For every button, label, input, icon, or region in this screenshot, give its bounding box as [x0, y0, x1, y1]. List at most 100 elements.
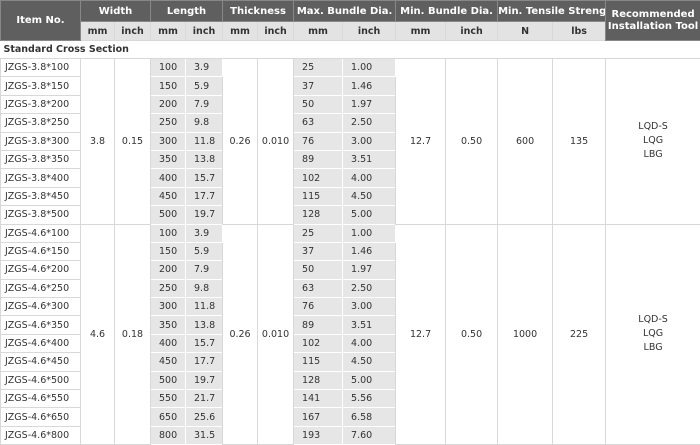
cell: 102 — [294, 334, 343, 352]
cell: 17.7 — [186, 187, 223, 205]
cell: 0.010 — [258, 224, 294, 445]
cell: 1.46 — [343, 77, 396, 95]
cell: 7.9 — [186, 261, 223, 279]
cell: 37 — [294, 242, 343, 260]
cell: 5.00 — [343, 371, 396, 389]
cell: 3.9 — [186, 59, 223, 77]
cell: 3.8 — [81, 59, 115, 225]
unit-cell: mm — [223, 22, 258, 41]
cell: 3.00 — [343, 298, 396, 316]
cell: 63 — [294, 114, 343, 132]
cell: 115 — [294, 353, 343, 371]
cell: 63 — [294, 279, 343, 297]
cell: 450 — [151, 353, 186, 371]
cell: 9.8 — [186, 114, 223, 132]
cell: 7.9 — [186, 95, 223, 113]
cell: 2.50 — [343, 114, 396, 132]
item-no: JZGS-4.6*250 — [1, 279, 81, 297]
cell: 4.50 — [343, 187, 396, 205]
cell: 500 — [151, 371, 186, 389]
cell: 200 — [151, 95, 186, 113]
cell: 128 — [294, 206, 343, 224]
cell: 300 — [151, 298, 186, 316]
item-no: JZGS-3.8*200 — [1, 95, 81, 113]
unit-cell: N — [498, 22, 553, 41]
cell: 4.6 — [81, 224, 115, 445]
section-title: Standard Cross Section — [1, 41, 700, 59]
cell: 76 — [294, 132, 343, 150]
item-no: JZGS-4.6*350 — [1, 316, 81, 334]
item-no: JZGS-3.8*250 — [1, 114, 81, 132]
cell: 0.15 — [115, 59, 151, 225]
cell: 5.00 — [343, 206, 396, 224]
item-no: JZGS-4.6*300 — [1, 298, 81, 316]
cell: 3.9 — [186, 224, 223, 242]
item-no: JZGS-4.6*450 — [1, 353, 81, 371]
cell: 400 — [151, 334, 186, 352]
tool: LBG — [606, 341, 700, 355]
cell: 650 — [151, 408, 186, 426]
cell: 167 — [294, 408, 343, 426]
cell: 7.60 — [343, 426, 396, 444]
cell: 150 — [151, 242, 186, 260]
header-cell: Length — [151, 1, 223, 22]
cell: 3.51 — [343, 316, 396, 334]
item-no: JZGS-4.6*800 — [1, 426, 81, 444]
header-cell: Recommended Installation Tool — [606, 1, 700, 41]
unit-cell: inch — [258, 22, 294, 41]
item-no: JZGS-4.6*400 — [1, 334, 81, 352]
cell: 550 — [151, 390, 186, 408]
cell: 500 — [151, 206, 186, 224]
tool: LQG — [606, 134, 700, 148]
cell: 12.7 — [396, 224, 446, 445]
cell: 5.56 — [343, 390, 396, 408]
unit-cell: mm — [151, 22, 186, 41]
cell: 1.00 — [343, 59, 396, 77]
item-no: JZGS-3.8*500 — [1, 206, 81, 224]
item-no: JZGS-4.6*500 — [1, 371, 81, 389]
cell: 11.8 — [186, 132, 223, 150]
unit-cell: inch — [446, 22, 498, 41]
cell: 0.26 — [223, 59, 258, 225]
cell: 31.5 — [186, 426, 223, 444]
header-cell: Max. Bundle Dia. — [294, 1, 396, 22]
cell: 25 — [294, 59, 343, 77]
item-no: JZGS-3.8*300 — [1, 132, 81, 150]
header-cell: Min. Bundle Dia. — [396, 1, 498, 22]
cell: 300 — [151, 132, 186, 150]
unit-cell: inch — [186, 22, 223, 41]
cell: 250 — [151, 279, 186, 297]
unit-cell: inch — [115, 22, 151, 41]
cell: 100 — [151, 59, 186, 77]
tool: LQD-S — [606, 313, 700, 327]
cell: 25 — [294, 224, 343, 242]
cell: 37 — [294, 77, 343, 95]
tool: LBG — [606, 148, 700, 162]
cell: 1.00 — [343, 224, 396, 242]
cell: 19.7 — [186, 371, 223, 389]
cell: 50 — [294, 95, 343, 113]
cell: 0.18 — [115, 224, 151, 445]
header-cell: Item No. — [1, 1, 81, 41]
cell: 13.8 — [186, 316, 223, 334]
cell: 350 — [151, 150, 186, 168]
cell: 5.9 — [186, 77, 223, 95]
cell: 450 — [151, 187, 186, 205]
item-no: JZGS-3.8*450 — [1, 187, 81, 205]
cell: 115 — [294, 187, 343, 205]
cell: 800 — [151, 426, 186, 444]
cell: 400 — [151, 169, 186, 187]
unit-cell: mm — [294, 22, 343, 41]
cell: 1.97 — [343, 261, 396, 279]
cell: 4.50 — [343, 353, 396, 371]
cell: 4.00 — [343, 334, 396, 352]
cell: 193 — [294, 426, 343, 444]
item-no: JZGS-3.8*350 — [1, 150, 81, 168]
cell: 250 — [151, 114, 186, 132]
tool: LQG — [606, 327, 700, 341]
